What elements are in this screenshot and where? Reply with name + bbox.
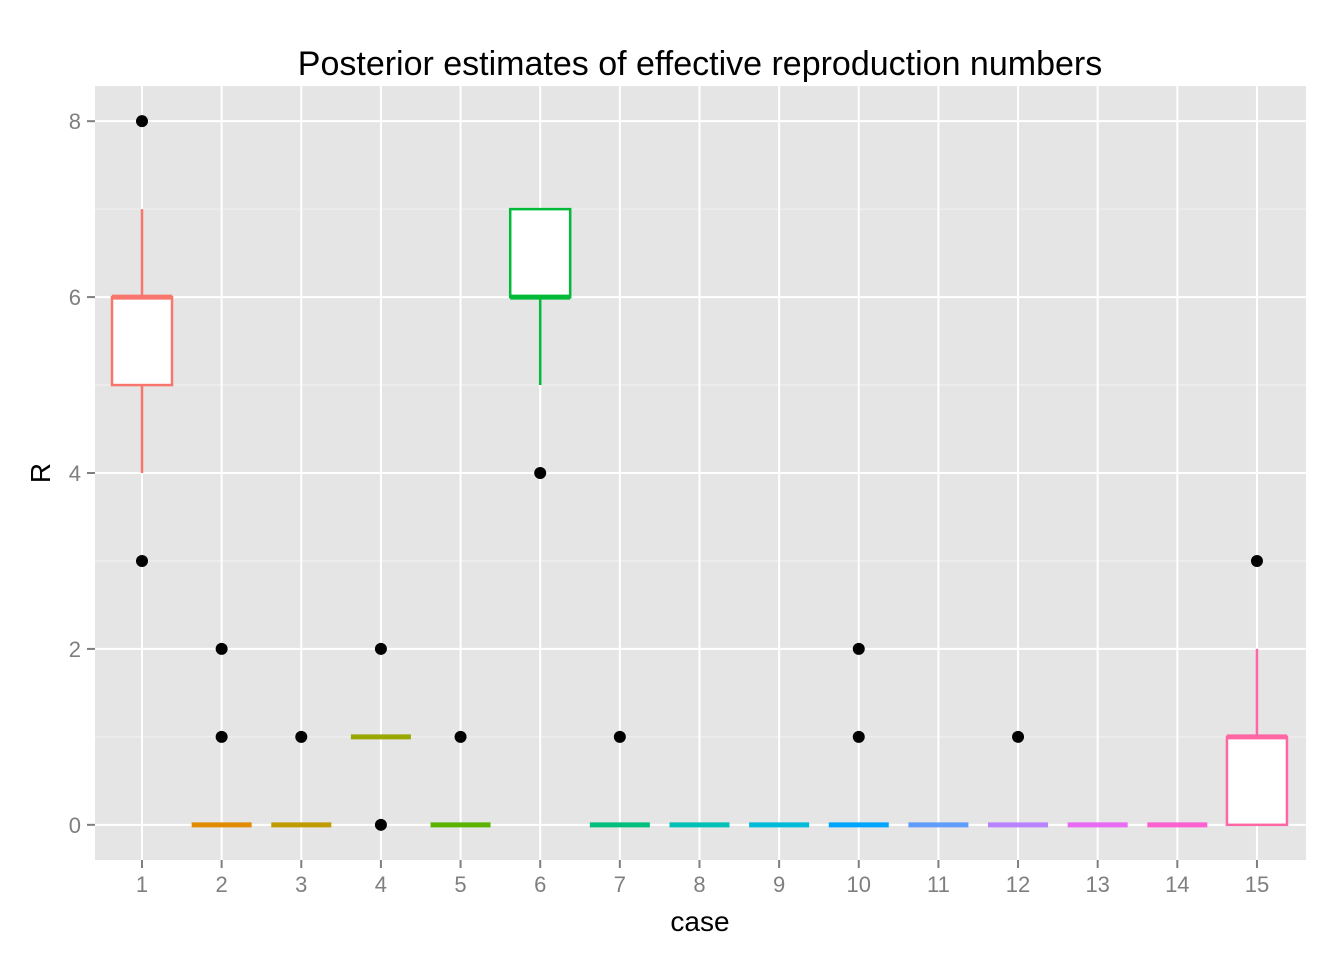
y-axis-title: R — [25, 463, 56, 483]
x-tick-label: 14 — [1165, 872, 1189, 897]
x-tick-label: 12 — [1006, 872, 1030, 897]
y-tick-label: 0 — [69, 813, 81, 838]
outlier-point — [852, 730, 865, 743]
box-iqr — [508, 207, 572, 299]
y-tick-label: 8 — [69, 109, 81, 134]
x-axis: 1 2 3 4 5 6 7 8 9 10 11 12 13 14 15 — [136, 860, 1269, 897]
x-tick-label: 3 — [295, 872, 307, 897]
outlier-point — [374, 818, 387, 831]
outlier-point — [534, 467, 547, 479]
outlier-point — [613, 730, 626, 743]
outlier-point — [215, 642, 228, 655]
y-tick-label: 2 — [69, 637, 81, 662]
outlier-layer — [136, 115, 1263, 831]
outlier-point — [1250, 554, 1263, 567]
box-iqr — [110, 295, 174, 387]
outlier-point — [136, 554, 148, 567]
x-tick-label: 7 — [614, 872, 626, 897]
y-axis: 0 2 4 6 8 — [69, 109, 95, 838]
x-tick-label: 9 — [773, 872, 785, 897]
x-tick-label: 4 — [375, 872, 387, 897]
outlier-point — [1012, 730, 1025, 743]
chart-title: Posterior estimates of effective reprodu… — [298, 45, 1102, 83]
x-tick-label: 11 — [927, 872, 950, 897]
x-tick-label: 10 — [847, 872, 871, 897]
outlier-point — [215, 730, 228, 743]
x-axis-title: case — [670, 906, 729, 937]
box-layer — [110, 207, 1289, 828]
box-case-15 — [1225, 648, 1289, 827]
y-tick-label: 6 — [69, 285, 81, 310]
box-iqr — [1225, 735, 1289, 827]
outlier-point — [852, 642, 865, 655]
x-tick-label: 1 — [136, 872, 148, 897]
x-tick-label: 13 — [1085, 872, 1109, 897]
y-tick-label: 4 — [69, 461, 81, 486]
x-tick-label: 2 — [216, 872, 228, 897]
x-tick-label: 15 — [1245, 872, 1269, 897]
x-tick-label: 5 — [454, 872, 466, 897]
outlier-point — [454, 730, 467, 743]
box-case-6 — [508, 207, 572, 386]
x-tick-label: 8 — [693, 872, 705, 897]
outlier-point — [136, 115, 148, 128]
x-tick-label: 6 — [534, 872, 546, 897]
outlier-point — [374, 642, 387, 655]
outlier-point — [295, 730, 308, 743]
box-case-1 — [110, 209, 174, 473]
